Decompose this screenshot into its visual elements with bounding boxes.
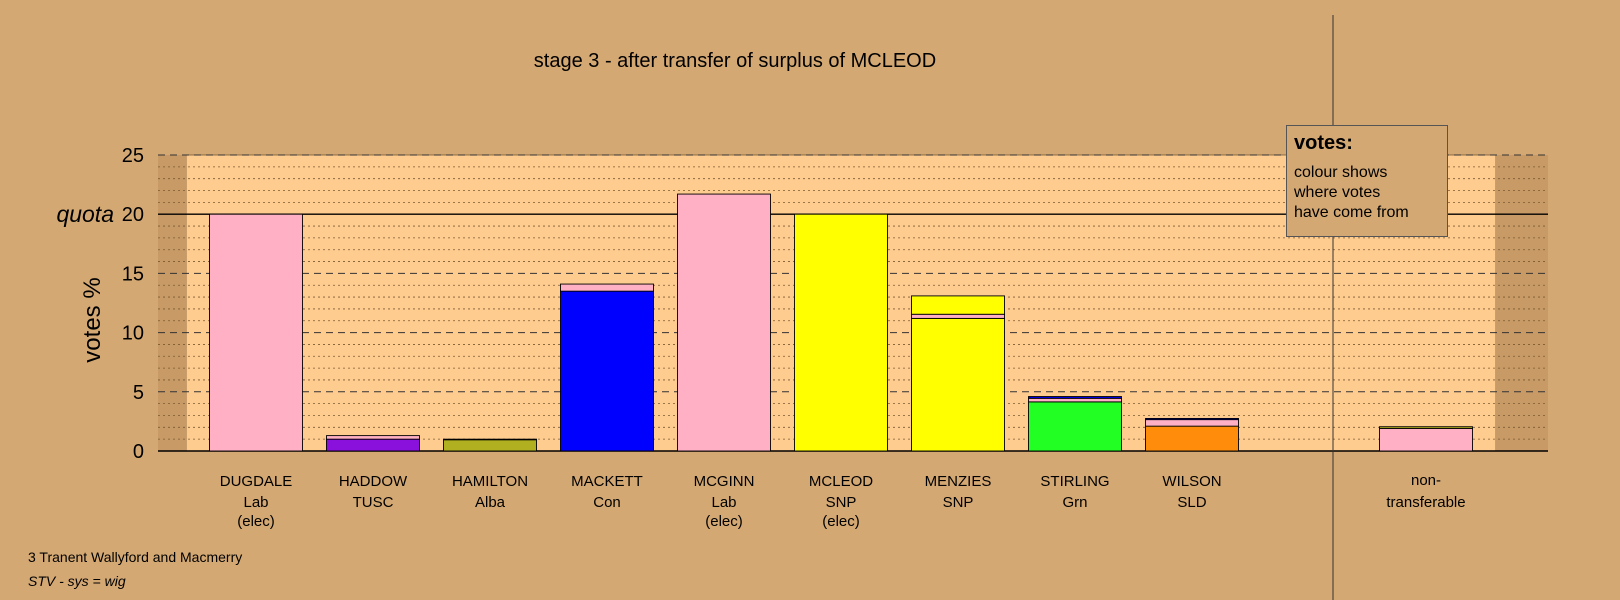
bar-segment: [560, 283, 654, 292]
legend-line: have come from: [1294, 204, 1409, 221]
candidate-elected-label: (elec): [705, 513, 743, 530]
candidate-name-label: STIRLING: [1040, 473, 1109, 490]
candidate-name-label: MCLEOD: [809, 473, 873, 490]
candidate-name-label: MACKETT: [571, 473, 643, 490]
legend-title: votes:: [1294, 132, 1353, 154]
quota-label: quota: [56, 201, 114, 227]
nontransferable-label: transferable: [1386, 494, 1465, 511]
candidate-elected-label: (elec): [237, 513, 275, 530]
bar-segment: [794, 213, 888, 452]
candidate-elected-label: (elec): [822, 513, 860, 530]
candidate-party-label: SNP: [943, 494, 974, 511]
bar-segment: [1028, 397, 1122, 403]
y-axis-label: votes %: [79, 277, 106, 362]
nontransferable-bar-segment: [1379, 428, 1473, 452]
candidate-party-label: Grn: [1062, 494, 1087, 511]
candidate-name-label: MENZIES: [925, 473, 992, 490]
bar-segment: [443, 438, 537, 441]
voting-system: STV - sys = wig: [28, 573, 126, 589]
candidate-party-label: SNP: [826, 494, 857, 511]
bar-segment: [1028, 396, 1122, 399]
y-tick-label: 25: [122, 145, 144, 167]
ward-name: 3 Tranent Wallyford and Macmerry: [28, 549, 243, 565]
legend-line: where votes: [1294, 184, 1381, 201]
bar-segment: [1145, 419, 1239, 427]
candidate-party-label: TUSC: [353, 494, 394, 511]
candidate-name-label: DUGDALE: [220, 473, 293, 490]
candidate-party-label: Con: [593, 494, 621, 511]
candidate-name-label: WILSON: [1162, 473, 1221, 490]
nontransferable-bar-segment: [1379, 426, 1473, 429]
legend-box: votes: colour shows where votes have com…: [1286, 125, 1448, 237]
bar-segment: [677, 193, 771, 452]
legend-line: colour shows: [1294, 164, 1388, 181]
candidate-party-label: SLD: [1177, 494, 1206, 511]
candidate-name-label: HAMILTON: [452, 473, 528, 490]
candidate-party-label: Alba: [475, 494, 506, 511]
bar-segment: [911, 295, 1005, 315]
bar-segment: [443, 439, 537, 452]
bar-segment: [209, 213, 303, 452]
bar-segment: [1145, 425, 1239, 452]
plot-margin-shade: [158, 155, 186, 451]
bar-segment: [326, 438, 420, 452]
y-tick-label: 10: [122, 323, 144, 345]
bar-segment: [326, 435, 420, 440]
bar-segment: [1028, 401, 1122, 452]
y-tick-label: 15: [122, 263, 144, 285]
bar-segment: [560, 290, 654, 452]
candidate-name-label: MCGINN: [694, 473, 755, 490]
bar-segment: [911, 313, 1005, 319]
candidate-party-label: Lab: [243, 494, 268, 511]
bar-segment: [1145, 417, 1239, 421]
y-tick-label: 0: [133, 441, 144, 463]
bar-segment: [911, 317, 1005, 452]
plot-margin-shade: [1496, 155, 1548, 451]
candidate-name-label: HADDOW: [339, 473, 408, 490]
y-tick-label: 20: [122, 204, 144, 226]
chart-title: stage 3 - after transfer of surplus of M…: [533, 50, 937, 72]
y-tick-label: 5: [133, 382, 144, 404]
nontransferable-label: non-: [1411, 472, 1441, 489]
candidate-party-label: Lab: [711, 494, 736, 511]
